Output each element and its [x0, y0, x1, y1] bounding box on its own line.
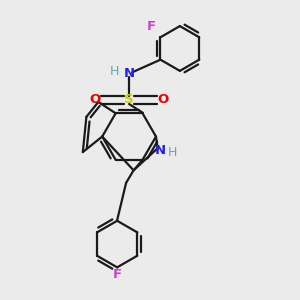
Text: H: H: [168, 146, 177, 159]
Text: N: N: [124, 68, 135, 80]
Text: O: O: [158, 93, 169, 106]
Text: H: H: [110, 65, 119, 78]
Text: S: S: [124, 93, 134, 106]
Text: N: N: [154, 144, 166, 158]
Text: F: F: [112, 268, 122, 281]
Text: F: F: [146, 20, 155, 33]
Text: O: O: [89, 93, 101, 106]
